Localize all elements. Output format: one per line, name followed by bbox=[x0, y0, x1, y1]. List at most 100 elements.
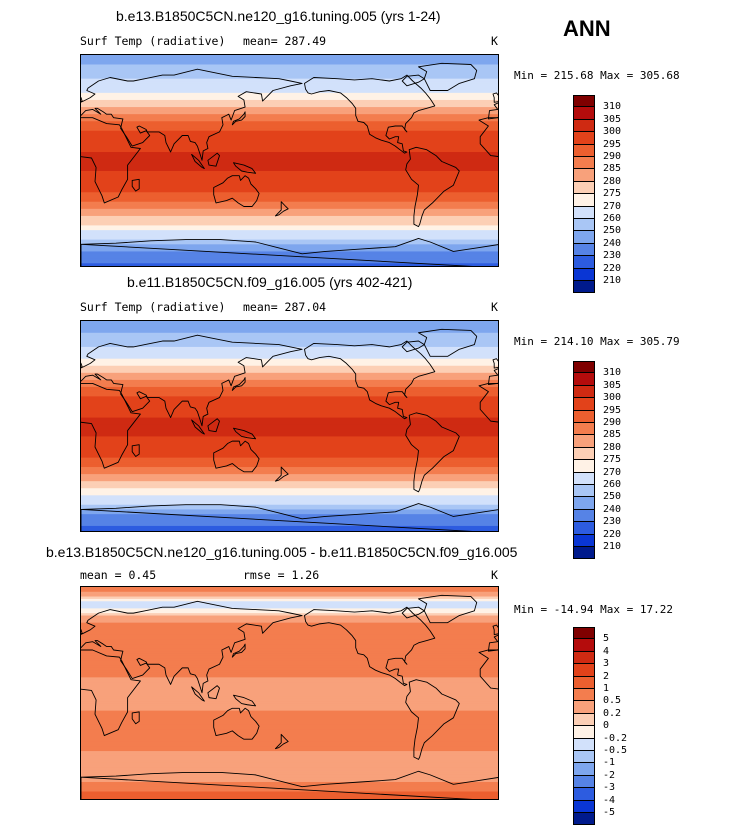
heat-band bbox=[81, 123, 498, 127]
heat-band bbox=[81, 349, 498, 353]
panel1-map-svg bbox=[81, 55, 498, 266]
colorbar-box bbox=[573, 509, 595, 523]
panel3-units-label: K bbox=[491, 568, 498, 582]
colorbar-box bbox=[573, 256, 595, 269]
heat-band bbox=[81, 260, 498, 264]
heat-band bbox=[81, 389, 498, 393]
heat-band bbox=[81, 708, 498, 712]
continent-outline bbox=[274, 733, 289, 750]
heat-band bbox=[81, 727, 498, 731]
heat-band bbox=[81, 230, 498, 234]
heat-band bbox=[81, 239, 498, 243]
heat-band bbox=[81, 518, 498, 522]
continent-outline bbox=[405, 146, 460, 228]
heat-band bbox=[81, 509, 498, 513]
heat-band bbox=[81, 199, 498, 203]
heat-band bbox=[81, 497, 498, 501]
heat-band bbox=[81, 161, 498, 165]
colorbar-tick-label: 290 bbox=[603, 417, 622, 428]
heat-band bbox=[81, 234, 498, 238]
colorbar-box bbox=[573, 447, 595, 461]
heat-band bbox=[81, 401, 498, 405]
continent-outline bbox=[478, 649, 498, 690]
continent-outline bbox=[81, 629, 83, 634]
heat-band bbox=[81, 241, 498, 245]
colorbar-box bbox=[573, 713, 595, 727]
heat-band bbox=[81, 175, 498, 179]
heat-band bbox=[81, 368, 498, 372]
heat-band bbox=[81, 114, 498, 118]
heat-band bbox=[81, 363, 498, 367]
heat-band bbox=[81, 361, 498, 364]
heat-band bbox=[81, 213, 498, 217]
heat-band bbox=[81, 59, 498, 63]
heat-band bbox=[81, 102, 498, 106]
heat-band bbox=[81, 467, 498, 470]
continent-outline bbox=[304, 340, 436, 420]
heat-band bbox=[81, 760, 498, 764]
heat-band bbox=[81, 720, 498, 724]
heat-band bbox=[81, 370, 498, 374]
heat-band bbox=[81, 342, 498, 346]
heat-band bbox=[81, 492, 498, 496]
heat-band bbox=[81, 194, 498, 198]
panel3-map bbox=[80, 586, 499, 800]
heat-band bbox=[81, 636, 498, 640]
heat-band bbox=[81, 408, 498, 412]
colorbar-tick-label: 1 bbox=[603, 683, 610, 694]
panel2-title: b.e11.B1850C5CN.f09_g16.005 (yrs 402-421… bbox=[127, 274, 413, 290]
heat-band bbox=[81, 227, 498, 231]
heat-band bbox=[81, 462, 498, 466]
heat-band bbox=[81, 109, 498, 113]
heat-band bbox=[81, 667, 498, 671]
heat-band bbox=[81, 57, 498, 61]
continent-outline bbox=[207, 152, 220, 167]
colorbar-box bbox=[573, 119, 595, 133]
heat-band bbox=[81, 149, 498, 153]
colorbar-box bbox=[573, 689, 595, 702]
panel1-map bbox=[80, 54, 499, 267]
continent-outline bbox=[207, 418, 220, 433]
heat-band bbox=[81, 739, 498, 743]
continent-outline bbox=[233, 162, 257, 174]
colorbar-tick-label: -0.2 bbox=[603, 732, 628, 744]
heat-band bbox=[81, 507, 498, 511]
heat-band bbox=[81, 651, 498, 655]
panel2-units-label: K bbox=[491, 300, 498, 314]
heat-band bbox=[81, 92, 498, 96]
colorbar-tick-label: 4 bbox=[603, 645, 610, 657]
heat-band bbox=[81, 729, 498, 733]
heat-band bbox=[81, 751, 498, 755]
colorbar-box bbox=[573, 522, 595, 535]
heat-band bbox=[81, 189, 498, 193]
heat-band bbox=[81, 622, 498, 626]
colorbar-box bbox=[573, 132, 595, 145]
heat-band bbox=[81, 223, 498, 226]
heat-band bbox=[81, 587, 498, 590]
heat-band bbox=[81, 753, 498, 757]
heat-band bbox=[81, 684, 498, 688]
colorbar-tick-label: 260 bbox=[603, 213, 622, 224]
heat-band bbox=[81, 655, 498, 659]
heat-band bbox=[81, 201, 498, 205]
continent-outline bbox=[492, 358, 498, 369]
heat-band bbox=[81, 741, 498, 745]
heat-band bbox=[81, 772, 498, 776]
heat-band bbox=[81, 786, 498, 790]
heat-band bbox=[81, 156, 498, 160]
continent-outline bbox=[213, 440, 260, 473]
colorbar-tick-label: 240 bbox=[603, 503, 622, 515]
heat-band bbox=[81, 634, 498, 638]
heat-band bbox=[81, 610, 498, 614]
continent-outline bbox=[304, 74, 436, 154]
continent-outline bbox=[478, 382, 498, 423]
heat-band bbox=[81, 237, 498, 241]
colorbar-tick-label: 280 bbox=[603, 441, 622, 453]
heat-band bbox=[81, 627, 498, 631]
heat-band bbox=[81, 351, 498, 355]
colorbar-box bbox=[573, 435, 595, 448]
panel2-mean-label: mean= 287.04 bbox=[243, 300, 327, 314]
heat-band bbox=[81, 450, 498, 454]
heat-band bbox=[81, 679, 498, 683]
colorbar-box bbox=[573, 664, 595, 677]
